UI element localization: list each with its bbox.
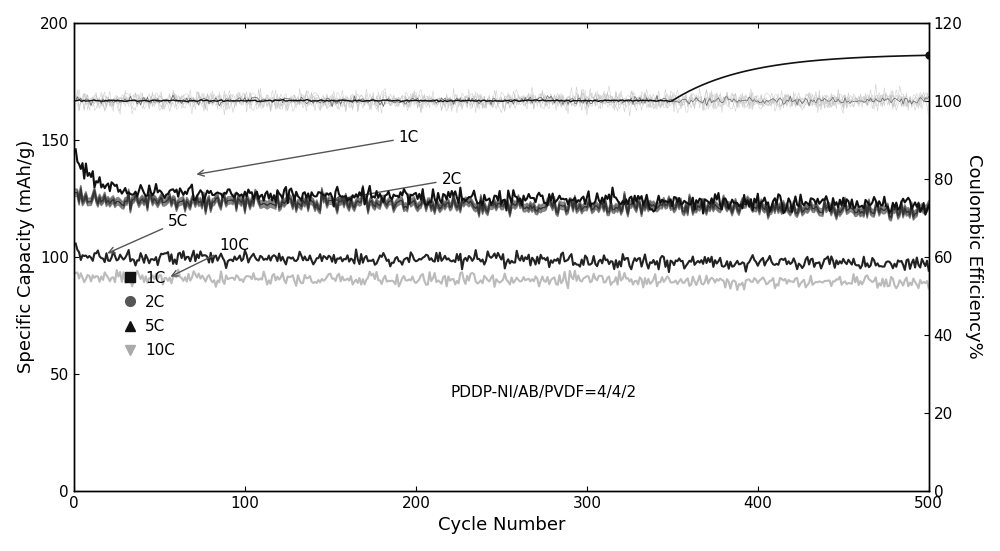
Text: 10C: 10C — [172, 238, 249, 276]
Y-axis label: Specific Capacity (mAh/g): Specific Capacity (mAh/g) — [17, 140, 35, 374]
Text: 1C: 1C — [198, 130, 419, 176]
Text: PDDP-NI/AB/PVDF=4/4/2: PDDP-NI/AB/PVDF=4/4/2 — [450, 385, 636, 400]
Y-axis label: Coulombic Efficiency%: Coulombic Efficiency% — [965, 154, 983, 359]
Text: 5C: 5C — [109, 214, 188, 253]
Legend: 1C, 2C, 5C, 10C: 1C, 2C, 5C, 10C — [116, 264, 181, 364]
X-axis label: Cycle Number: Cycle Number — [438, 516, 565, 534]
Text: 2C: 2C — [335, 172, 462, 202]
